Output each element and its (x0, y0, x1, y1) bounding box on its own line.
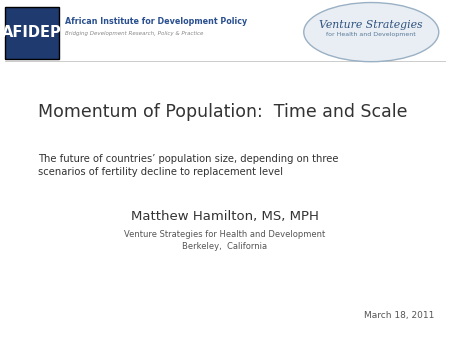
Text: for Health and Development: for Health and Development (326, 32, 416, 37)
Text: Bridging Development Research, Policy & Practice: Bridging Development Research, Policy & … (65, 31, 203, 36)
Text: Berkeley,  California: Berkeley, California (182, 242, 268, 250)
Text: African Institute for Development Policy: African Institute for Development Policy (65, 18, 248, 26)
Text: Momentum of Population:  Time and Scale: Momentum of Population: Time and Scale (38, 102, 408, 121)
Text: March 18, 2011: March 18, 2011 (364, 311, 434, 319)
Text: Matthew Hamilton, MS, MPH: Matthew Hamilton, MS, MPH (131, 210, 319, 223)
Text: scenarios of fertility decline to replacement level: scenarios of fertility decline to replac… (38, 167, 283, 177)
Text: Venture Strategies for Health and Development: Venture Strategies for Health and Develo… (124, 231, 326, 239)
Text: Venture Strategies: Venture Strategies (320, 20, 423, 30)
Text: The future of countries’ population size, depending on three: The future of countries’ population size… (38, 154, 339, 164)
Text: AFIDEP: AFIDEP (2, 25, 62, 40)
